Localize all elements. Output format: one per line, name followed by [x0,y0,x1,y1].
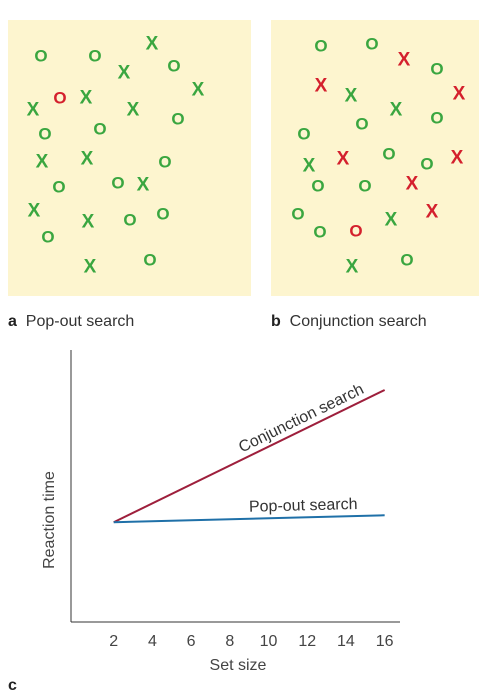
series-label-popout: Pop-out search [249,496,358,516]
conjunction-x-mark: X [425,201,439,223]
popout-o-mark: O [41,227,55,247]
popout-o-mark: O [34,46,48,66]
caption-a-text: Pop-out search [25,313,135,330]
popout-x-mark: X [136,174,150,196]
conjunction-o-mark: O [420,154,434,174]
popout-o-mark: O [38,124,52,144]
popout-o-mark: O [53,88,67,108]
popout-x-mark: X [117,62,131,84]
x-tick-labels: 2 4 6 8 10 12 14 16 [109,633,393,650]
conjunction-x-mark: X [345,256,359,278]
x-tick-label: 6 [187,633,196,650]
series-line-conjunction [113,389,386,524]
caption-c: c [8,677,17,694]
conjunction-o-mark: O [349,221,363,241]
popout-x-mark: X [79,87,93,109]
conjunction-o-mark: O [382,144,396,164]
x-tick-label: 2 [109,633,118,650]
conjunction-x-mark: X [384,209,398,231]
popout-o-mark: O [88,46,102,66]
conjunction-o-mark: O [355,114,369,134]
x-tick-label: 8 [225,633,234,650]
popout-o-mark: O [52,177,66,197]
conjunction-x-mark: X [452,83,466,105]
x-tick-label: 14 [337,633,355,650]
conjunction-x-mark: X [336,148,350,170]
popout-o-mark: O [93,119,107,139]
popout-x-mark: X [81,211,95,233]
popout-x-mark: X [80,148,94,170]
conjunction-x-mark: X [302,155,316,177]
x-tick-label: 4 [148,633,157,650]
conjunction-o-mark: O [314,36,328,56]
popout-x-mark: X [27,200,41,222]
caption-b-text: Conjunction search [289,313,427,330]
series-line-popout [113,514,385,524]
conjunction-o-mark: O [430,59,444,79]
conjunction-x-mark: X [314,75,328,97]
caption-b-letter: b [271,313,281,330]
caption-b: b Conjunction search [271,313,427,331]
conjunction-o-mark: O [400,250,414,270]
popout-o-mark: O [111,173,125,193]
popout-o-mark: O [167,56,181,76]
conjunction-o-mark: O [358,176,372,196]
reaction-time-chart: 2 4 6 8 10 12 14 16 Set size Reaction time Conj… [41,350,400,674]
popout-x-mark: X [83,256,97,278]
series-label-conjunction: Conjunction search [236,381,367,456]
popout-x-mark: X [191,79,205,101]
series-group: Conjunction search Pop-out search [113,381,386,524]
conjunction-o-mark: O [313,222,327,242]
popout-o-mark: O [143,250,157,270]
x-tick-label: 16 [376,633,394,650]
conjunction-x-mark: X [450,147,464,169]
y-axis-label: Reaction time [41,471,58,569]
popout-o-mark: O [123,210,137,230]
x-tick-label: 10 [260,633,278,650]
conjunction-o-mark: O [311,176,325,196]
popout-o-mark: O [171,109,185,129]
popout-o-mark: O [156,204,170,224]
popout-x-mark: X [35,151,49,173]
popout-x-mark: X [126,99,140,121]
x-axis-label: Set size [210,657,267,674]
conjunction-x-mark: X [389,99,403,121]
conjunction-o-mark: O [430,108,444,128]
conjunction-x-mark: X [405,173,419,195]
conjunction-o-mark: O [365,34,379,54]
popout-o-mark: O [158,152,172,172]
caption-a-letter: a [8,313,17,330]
caption-a: a Pop-out search [8,313,134,331]
x-tick-label: 12 [298,633,316,650]
conjunction-x-mark: X [344,85,358,107]
conjunction-o-mark: O [297,124,311,144]
conjunction-x-mark: X [397,49,411,71]
conjunction-o-mark: O [291,204,305,224]
popout-x-mark: X [26,99,40,121]
popout-x-mark: X [145,33,159,55]
